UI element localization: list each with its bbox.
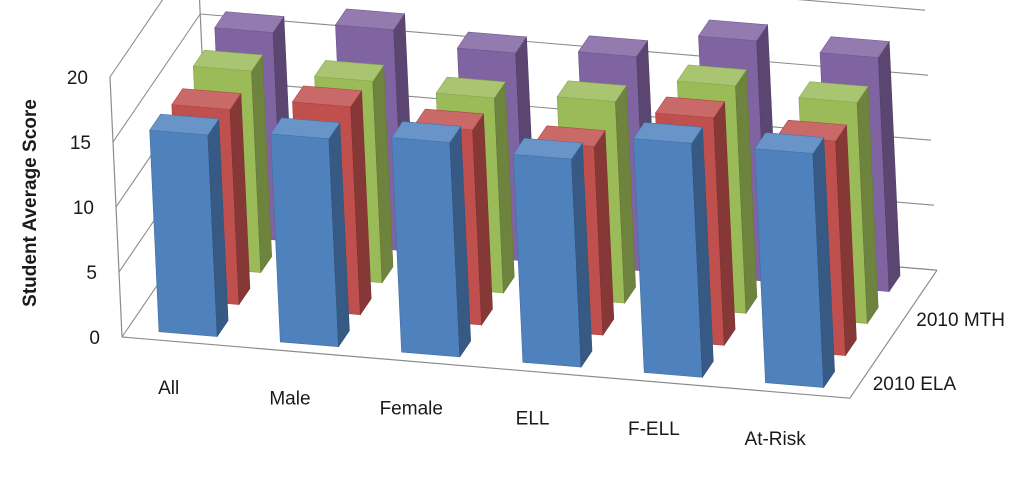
- bar-front-face: [270, 133, 339, 348]
- category-label: Male: [269, 388, 310, 409]
- category-label: ELL: [516, 409, 550, 430]
- axis-line: [849, 269, 938, 399]
- bar: [754, 132, 835, 389]
- y-tick-label: 5: [86, 263, 97, 284]
- bar-front-face: [149, 129, 218, 337]
- category-label: F-ELL: [628, 419, 680, 440]
- bar-front-face: [754, 148, 825, 388]
- bar-top-face: [697, 19, 769, 42]
- y-tick-label: 15: [70, 133, 91, 154]
- bar-top-face: [214, 11, 285, 33]
- bar-front-face: [633, 138, 703, 378]
- bar: [632, 122, 714, 379]
- series-axis-label: 2010 ELA: [873, 374, 957, 395]
- bar-top-face: [456, 31, 528, 54]
- series-axis-label: 2010 MTH: [916, 310, 1005, 331]
- bar-front-face: [391, 137, 461, 358]
- gridline: [797, 0, 926, 11]
- y-tick-label: 20: [67, 68, 88, 89]
- bar-top-face: [556, 80, 627, 102]
- bar-top-face: [512, 137, 583, 160]
- bar: [270, 117, 350, 348]
- bar: [512, 137, 593, 369]
- bar-top-face: [149, 113, 220, 136]
- gridline: [200, 13, 929, 76]
- bar-top-face: [334, 8, 406, 31]
- category-label: At-Risk: [745, 429, 807, 450]
- bar-top-face: [314, 60, 385, 82]
- bar-front-face: [512, 153, 582, 368]
- bar-top-face: [754, 132, 825, 154]
- axis-line: [121, 336, 850, 399]
- bar-top-face: [291, 85, 363, 108]
- bar-top-face: [654, 96, 726, 119]
- y-tick-label: 0: [89, 328, 100, 349]
- bar-top-face: [435, 76, 506, 99]
- y-axis-title: Student Average Score: [20, 99, 41, 307]
- labels: Student Average Score 0 5 10 15 20 All Male Fem…: [20, 68, 1005, 450]
- axis-line: [109, 76, 123, 338]
- side-gridline: [112, 13, 201, 143]
- bar: [149, 113, 229, 338]
- bar: [391, 121, 472, 358]
- bars: [149, 8, 901, 389]
- bar-top-face: [171, 88, 242, 110]
- bar-top-face: [577, 35, 649, 57]
- side-gridline: [109, 0, 164, 78]
- category-label: Female: [380, 399, 443, 420]
- bar-top-face: [798, 81, 869, 103]
- bar-top-face: [632, 122, 704, 144]
- bar-top-face: [676, 64, 747, 87]
- bar-top-face: [270, 117, 341, 140]
- bar-top-face: [192, 49, 263, 72]
- category-label: All: [158, 378, 179, 399]
- y-tick-label: 10: [73, 198, 94, 219]
- bar-top-face: [819, 36, 890, 58]
- bar-top-face: [391, 121, 462, 143]
